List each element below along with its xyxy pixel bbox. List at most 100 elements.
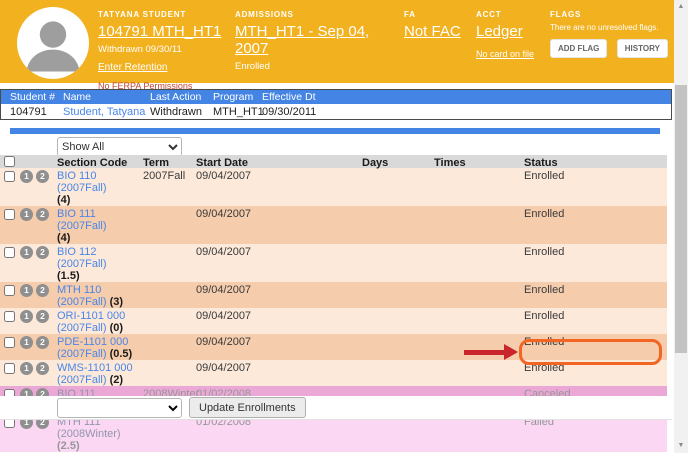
section-credits: (4) <box>57 232 71 244</box>
detail-1-icon[interactable]: 1 <box>20 208 33 221</box>
term-cell <box>143 361 196 362</box>
row-checkbox[interactable] <box>4 337 15 348</box>
withdrawn-text: Withdrawn 09/30/11 <box>98 44 182 55</box>
add-flag-button[interactable]: ADD FLAG <box>550 39 608 58</box>
detail-1-icon[interactable]: 1 <box>20 170 33 183</box>
section-link[interactable]: BIO 110 (2007Fall) <box>57 170 107 194</box>
enter-retention-link[interactable]: Enter Retention <box>98 62 168 73</box>
section-link-term[interactable]: (2008Winter) <box>57 428 121 440</box>
fa-column: FA Not FAC <box>404 0 476 83</box>
select-all-checkbox[interactable] <box>4 156 15 167</box>
student-id-link[interactable]: 104791 MTH_HT1 <box>98 23 222 40</box>
section-link[interactable]: MTH 110 <box>57 284 102 296</box>
summary-last-action: Withdrawn <box>150 105 202 118</box>
days-cell <box>362 283 434 284</box>
section-link[interactable]: BIO 111 (2007Fall) <box>57 208 107 232</box>
student-header: TATYANA STUDENT 104791 MTH_HT1 Withdrawn… <box>0 0 674 104</box>
summary-col-effective-dt: Effective Dt <box>262 91 316 103</box>
detail-1-icon[interactable]: 1 <box>20 362 33 375</box>
row-checkbox[interactable] <box>4 285 15 296</box>
times-cell <box>434 169 524 170</box>
section-link-term[interactable]: (2007Fall) <box>57 296 107 308</box>
term-cell <box>143 309 196 310</box>
section-link-term[interactable]: (2007Fall) <box>57 374 107 386</box>
term-cell: 2007Fall <box>143 170 186 182</box>
row-checkbox[interactable] <box>4 209 15 220</box>
section-link[interactable]: PDE-1101 000 <box>57 336 129 348</box>
student-info-column: TATYANA STUDENT 104791 MTH_HT1 Withdrawn… <box>98 0 235 104</box>
summary-col-program: Program <box>213 91 254 103</box>
section-credits: (0.5) <box>109 348 133 360</box>
detail-1-icon[interactable]: 1 <box>20 246 33 259</box>
start-date-cell: 09/04/2007 <box>196 208 252 220</box>
filter-select[interactable]: Show All <box>57 137 182 157</box>
scrollbar-thumb[interactable] <box>675 85 687 353</box>
summary-data-row: 104791 Student, Tatyana Withdrawn MTH_HT… <box>1 104 671 119</box>
row-checkbox[interactable] <box>4 171 15 182</box>
section-link-term[interactable]: (2007Fall) <box>57 322 107 334</box>
student-name-link[interactable]: Student, Tatyana <box>63 105 146 118</box>
status-cell: Enrolled <box>524 208 565 220</box>
row-checkbox[interactable] <box>4 363 15 374</box>
detail-2-icon[interactable]: 2 <box>36 310 49 323</box>
admissions-status: Enrolled <box>235 61 270 72</box>
detail-2-icon[interactable]: 2 <box>36 284 49 297</box>
admissions-link[interactable]: MTH_HT1 - Sep 04, 2007 <box>235 23 370 57</box>
section-link[interactable]: WMS-1101 000 <box>57 362 133 374</box>
days-cell <box>362 309 434 310</box>
fa-link[interactable]: Not FAC <box>404 23 461 40</box>
start-date-cell: 09/04/2007 <box>196 170 252 182</box>
times-cell <box>434 335 524 336</box>
section-link[interactable]: ORI-1101 000 <box>57 310 126 322</box>
enrollment-header-row: Section Code Term Start Date Days Times … <box>0 155 667 169</box>
annotation-arrow <box>464 350 504 355</box>
student-name-label: TATYANA STUDENT <box>98 10 186 19</box>
row-checkbox[interactable] <box>4 417 15 428</box>
detail-2-icon[interactable]: 2 <box>36 336 49 349</box>
vertical-scrollbar[interactable]: ▲ ▼ <box>674 0 688 453</box>
times-cell <box>434 361 524 362</box>
status-cell: Enrolled <box>524 170 565 182</box>
enrollment-action-select[interactable] <box>57 397 182 418</box>
section-credits: (2) <box>109 374 124 386</box>
row-checkbox[interactable] <box>4 311 15 322</box>
days-cell <box>362 361 434 362</box>
section-credits: (4) <box>57 194 71 206</box>
admissions-label: ADMISSIONS <box>235 10 294 19</box>
status-cell: Enrolled <box>524 362 565 374</box>
times-cell <box>434 309 524 310</box>
detail-2-icon[interactable]: 2 <box>36 208 49 221</box>
days-cell <box>362 245 434 246</box>
detail-1-icon[interactable]: 1 <box>20 336 33 349</box>
scroll-up-icon[interactable]: ▲ <box>677 3 685 10</box>
ledger-link[interactable]: Ledger <box>476 23 523 40</box>
ferpa-link[interactable]: No FERPA Permissions <box>98 81 193 91</box>
detail-2-icon[interactable]: 2 <box>36 170 49 183</box>
scroll-down-icon[interactable]: ▼ <box>677 442 685 449</box>
detail-2-icon[interactable]: 2 <box>36 362 49 375</box>
summary-col-student-id: Student # <box>10 91 55 103</box>
detail-1-icon[interactable]: 1 <box>20 310 33 323</box>
summary-program: MTH_HT1 <box>213 105 264 118</box>
days-cell <box>362 207 434 208</box>
status-cell: Enrolled <box>524 284 565 296</box>
col-days: Days <box>362 156 389 169</box>
detail-2-icon[interactable]: 2 <box>36 246 49 259</box>
no-card-link[interactable]: No card on file <box>476 49 535 59</box>
row-checkbox[interactable] <box>4 389 15 400</box>
start-date-cell: 09/04/2007 <box>196 246 252 258</box>
flags-label: FLAGS <box>550 10 582 19</box>
times-cell <box>434 283 524 284</box>
term-cell <box>143 335 196 336</box>
update-enrollments-button[interactable]: Update Enrollments <box>189 397 306 418</box>
section-link[interactable]: BIO 112 (2007Fall) <box>57 246 107 270</box>
row-checkbox[interactable] <box>4 247 15 258</box>
section-link-term[interactable]: (2007Fall) <box>57 348 107 360</box>
detail-1-icon[interactable]: 1 <box>20 284 33 297</box>
history-button[interactable]: HISTORY <box>616 39 668 58</box>
